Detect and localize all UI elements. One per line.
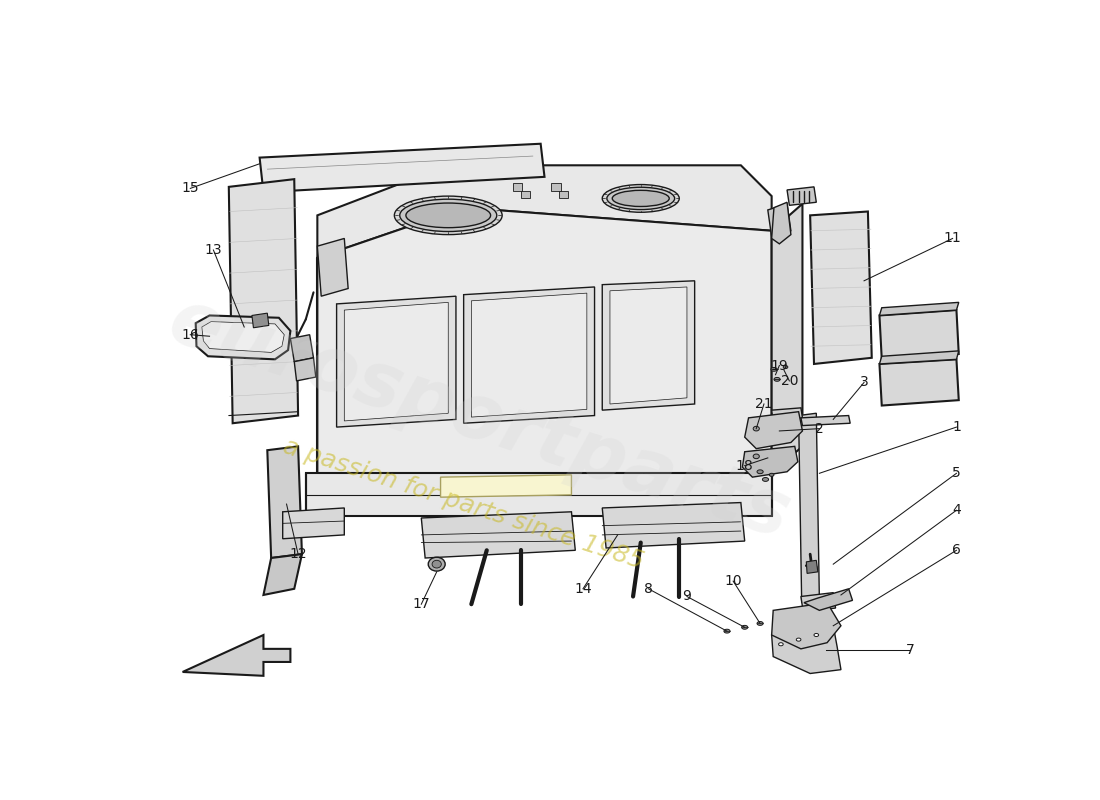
Ellipse shape — [757, 622, 763, 626]
Polygon shape — [801, 593, 836, 612]
Ellipse shape — [613, 190, 669, 206]
Polygon shape — [603, 281, 695, 410]
Ellipse shape — [796, 638, 801, 641]
Polygon shape — [772, 626, 842, 674]
Polygon shape — [880, 359, 959, 406]
Polygon shape — [772, 408, 803, 421]
Polygon shape — [295, 358, 316, 381]
Text: 21: 21 — [755, 397, 773, 411]
Polygon shape — [306, 474, 772, 516]
Polygon shape — [810, 211, 871, 364]
Polygon shape — [318, 238, 348, 296]
Polygon shape — [799, 414, 820, 602]
Polygon shape — [772, 204, 803, 474]
Ellipse shape — [432, 560, 441, 568]
Polygon shape — [202, 322, 284, 353]
Text: 2: 2 — [815, 422, 824, 436]
Ellipse shape — [774, 378, 780, 382]
Polygon shape — [880, 310, 959, 359]
Ellipse shape — [428, 558, 446, 571]
Ellipse shape — [607, 187, 674, 210]
Polygon shape — [440, 475, 572, 497]
Ellipse shape — [754, 454, 759, 458]
Polygon shape — [768, 204, 791, 237]
Text: 10: 10 — [724, 574, 743, 588]
Text: 5: 5 — [953, 466, 960, 480]
Text: 8: 8 — [644, 582, 653, 596]
Ellipse shape — [757, 470, 763, 474]
Polygon shape — [880, 302, 959, 315]
Ellipse shape — [724, 630, 730, 633]
Polygon shape — [283, 508, 344, 538]
Polygon shape — [229, 179, 298, 423]
Text: 15: 15 — [182, 182, 199, 195]
Text: 19: 19 — [770, 358, 789, 373]
Ellipse shape — [779, 642, 783, 646]
Text: a passion for parts since 1985: a passion for parts since 1985 — [280, 434, 647, 574]
Polygon shape — [264, 554, 301, 595]
Polygon shape — [559, 190, 569, 198]
Ellipse shape — [406, 203, 491, 228]
Ellipse shape — [603, 185, 680, 212]
Polygon shape — [804, 589, 853, 610]
Text: 1: 1 — [952, 420, 961, 434]
Ellipse shape — [754, 426, 759, 431]
Polygon shape — [260, 144, 544, 192]
Polygon shape — [196, 315, 290, 359]
Ellipse shape — [783, 366, 788, 369]
Text: 13: 13 — [205, 243, 222, 257]
Polygon shape — [880, 351, 959, 364]
Polygon shape — [252, 313, 268, 328]
Text: 6: 6 — [952, 543, 961, 558]
Polygon shape — [183, 635, 290, 676]
Ellipse shape — [762, 478, 769, 482]
Ellipse shape — [395, 196, 502, 234]
Polygon shape — [290, 334, 314, 362]
Text: 11: 11 — [944, 231, 961, 246]
Text: 14: 14 — [574, 582, 592, 596]
Polygon shape — [806, 560, 818, 574]
Polygon shape — [318, 166, 772, 258]
Polygon shape — [472, 293, 587, 417]
Polygon shape — [267, 446, 301, 558]
Text: 4: 4 — [953, 503, 960, 518]
Text: 3: 3 — [860, 375, 868, 390]
Polygon shape — [772, 602, 842, 649]
Ellipse shape — [741, 626, 748, 630]
Text: 16: 16 — [182, 328, 199, 342]
Text: 7: 7 — [906, 643, 914, 658]
Ellipse shape — [814, 634, 818, 637]
Text: 9: 9 — [682, 590, 692, 603]
Polygon shape — [745, 412, 803, 449]
Polygon shape — [788, 187, 816, 206]
Polygon shape — [421, 512, 575, 558]
Text: 12: 12 — [289, 547, 307, 561]
Text: 17: 17 — [412, 597, 430, 611]
Polygon shape — [464, 287, 594, 423]
Ellipse shape — [771, 367, 777, 371]
Text: 20: 20 — [781, 374, 799, 388]
Text: 18: 18 — [736, 458, 754, 473]
Text: eurosportparts: eurosportparts — [160, 284, 799, 555]
Polygon shape — [337, 296, 455, 427]
Polygon shape — [318, 208, 772, 474]
Polygon shape — [603, 502, 745, 548]
Polygon shape — [772, 202, 791, 244]
Polygon shape — [551, 183, 561, 190]
Ellipse shape — [769, 474, 774, 476]
Polygon shape — [609, 287, 686, 404]
Polygon shape — [344, 302, 449, 421]
Polygon shape — [513, 183, 522, 190]
Ellipse shape — [399, 199, 497, 231]
Polygon shape — [742, 446, 797, 477]
Polygon shape — [520, 190, 530, 198]
Polygon shape — [801, 415, 850, 426]
